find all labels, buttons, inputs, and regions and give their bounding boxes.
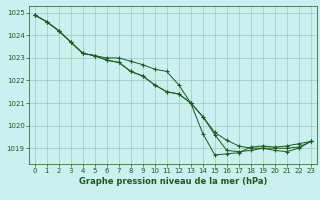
X-axis label: Graphe pression niveau de la mer (hPa): Graphe pression niveau de la mer (hPa) bbox=[79, 177, 267, 186]
